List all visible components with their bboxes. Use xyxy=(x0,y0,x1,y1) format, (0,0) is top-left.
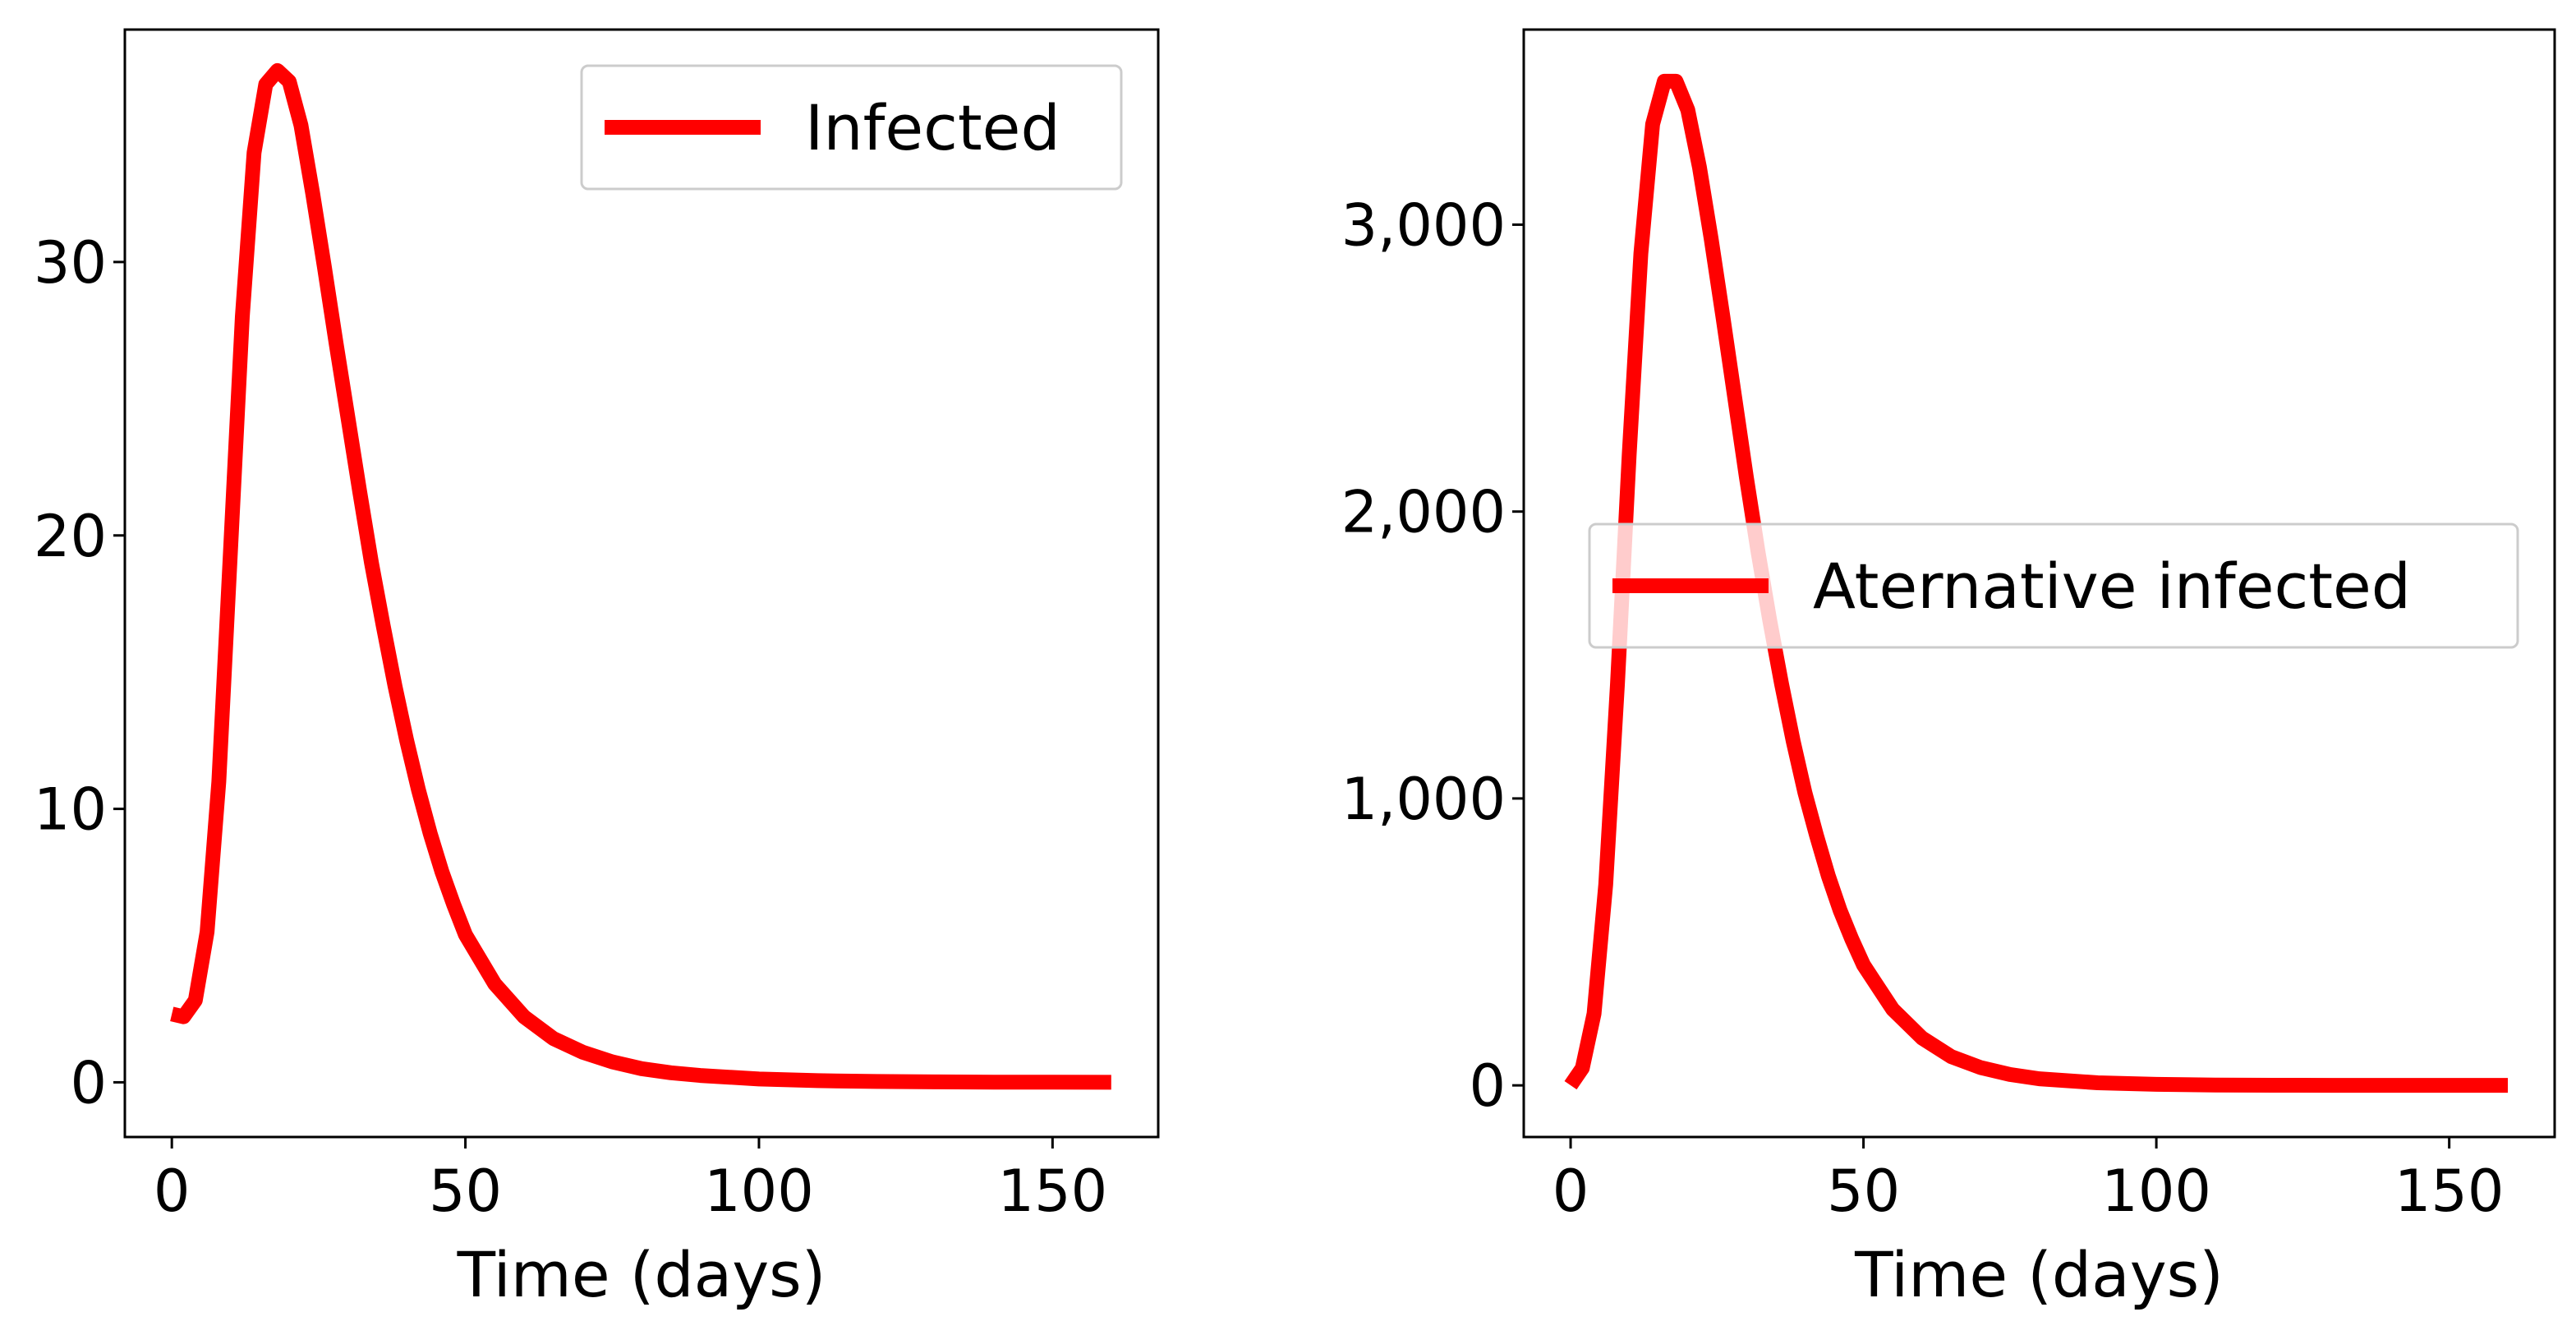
left-legend: Infected xyxy=(580,64,1123,191)
right-legend-box xyxy=(1588,522,2519,649)
left-x-axis-label: Time (days) xyxy=(457,1238,826,1311)
x-tick-label: 150 xyxy=(2394,1158,2505,1225)
x-tick-label: 0 xyxy=(154,1158,191,1225)
y-tick-label: 30 xyxy=(34,229,107,297)
infected-series-line xyxy=(170,62,1111,1090)
x-tick-label: 50 xyxy=(1827,1158,1900,1225)
y-tick-label: 20 xyxy=(34,503,107,570)
y-tick-label: 2,000 xyxy=(1341,479,1506,546)
right-chart-panel: 0 50 100 150 0 1,000 2,000 3,000 Time (days) A… xyxy=(1341,28,2556,1311)
left-chart-panel: 0 50 100 150 0 10 20 30 Time (days) Infected xyxy=(34,28,1160,1311)
left-legend-box xyxy=(580,64,1123,191)
y-tick-label: 10 xyxy=(34,776,107,844)
right-plot-area-frame xyxy=(1522,28,2556,1139)
y-tick-label: 0 xyxy=(70,1049,107,1116)
x-tick-label: 50 xyxy=(429,1158,502,1225)
x-tick-label: 0 xyxy=(1552,1158,1589,1225)
y-tick-label: 1,000 xyxy=(1341,766,1506,833)
right-legend-label: Aternative infected xyxy=(1813,550,2411,623)
left-legend-label: Infected xyxy=(805,91,1060,164)
x-tick-label: 100 xyxy=(2101,1158,2211,1225)
right-x-axis-label: Time (days) xyxy=(1854,1238,2224,1311)
y-tick-label: 3,000 xyxy=(1341,191,1506,259)
alternative-infected-series-line xyxy=(1564,73,2508,1093)
right-legend: Aternative infected xyxy=(1588,522,2519,649)
x-tick-label: 150 xyxy=(998,1158,1108,1225)
x-tick-label: 100 xyxy=(704,1158,814,1225)
left-plot-area-frame xyxy=(123,28,1160,1139)
y-tick-label: 0 xyxy=(1469,1052,1506,1120)
